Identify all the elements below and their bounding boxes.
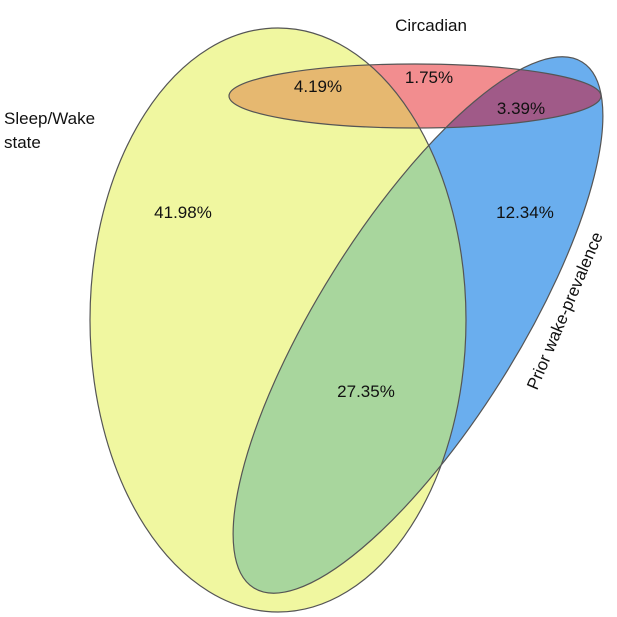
prior-wake-outline — [232, 56, 604, 594]
sleep-wake-label-line1: Sleep/Wake — [4, 109, 95, 128]
region-sleep-circadian-value: 4.19% — [294, 77, 342, 96]
circadian-outline — [228, 63, 602, 129]
sleep-wake-outline — [89, 27, 467, 613]
sleep-wake-label-line2: state — [4, 133, 41, 152]
region-sleep-prior-value: 27.35% — [337, 382, 395, 401]
circadian-label: Circadian — [395, 16, 467, 35]
region-circadian-only-value: 1.75% — [405, 68, 453, 87]
region-sleep-only-value: 41.98% — [154, 203, 212, 222]
region-prior-only-value: 12.34% — [496, 203, 554, 222]
sleep-prior-overlap — [233, 56, 466, 594]
region-circadian-prior-value: 3.39% — [497, 99, 545, 118]
